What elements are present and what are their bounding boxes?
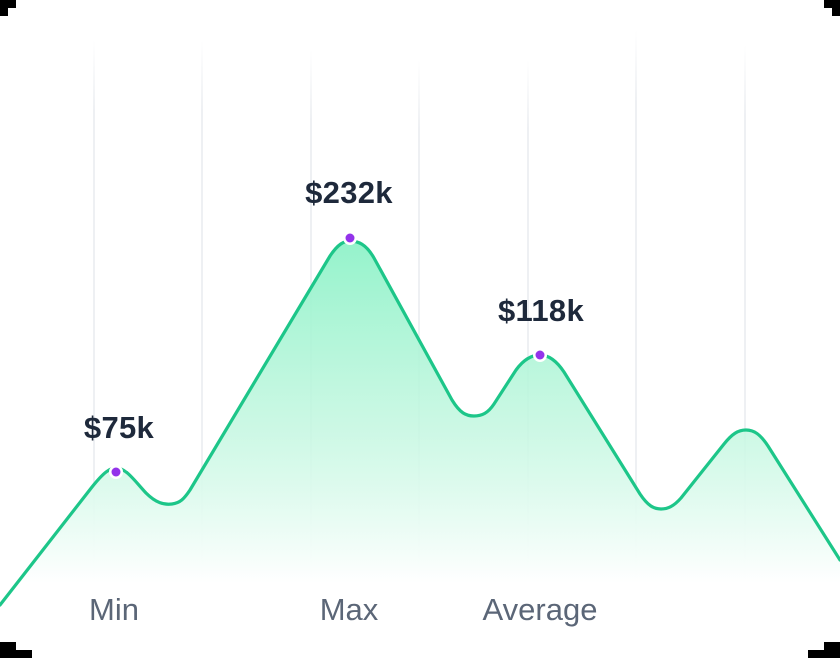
average-value-label: $118k <box>498 293 584 328</box>
corner-top-left <box>0 0 16 8</box>
corner-top-left-notch <box>0 8 8 16</box>
corner-bottom-right-notch <box>824 642 840 650</box>
corner-top-right-notch <box>832 8 840 16</box>
area-line <box>0 239 840 607</box>
max-value-label: $232k <box>305 175 393 210</box>
corner-bottom-left-notch <box>0 642 16 650</box>
corner-bottom-right <box>808 650 840 658</box>
point-marker-max[interactable] <box>343 231 357 245</box>
corner-bottom-left <box>0 650 32 658</box>
axis-label-min: Min <box>89 592 139 627</box>
point-marker-average[interactable] <box>533 348 547 362</box>
axis-label-average: Average <box>482 592 598 627</box>
corner-top-right <box>824 0 840 8</box>
axis-label-max: Max <box>319 592 379 627</box>
min-value-label: $75k <box>83 410 155 445</box>
point-marker-min[interactable] <box>109 465 123 479</box>
area-fill <box>0 241 840 658</box>
